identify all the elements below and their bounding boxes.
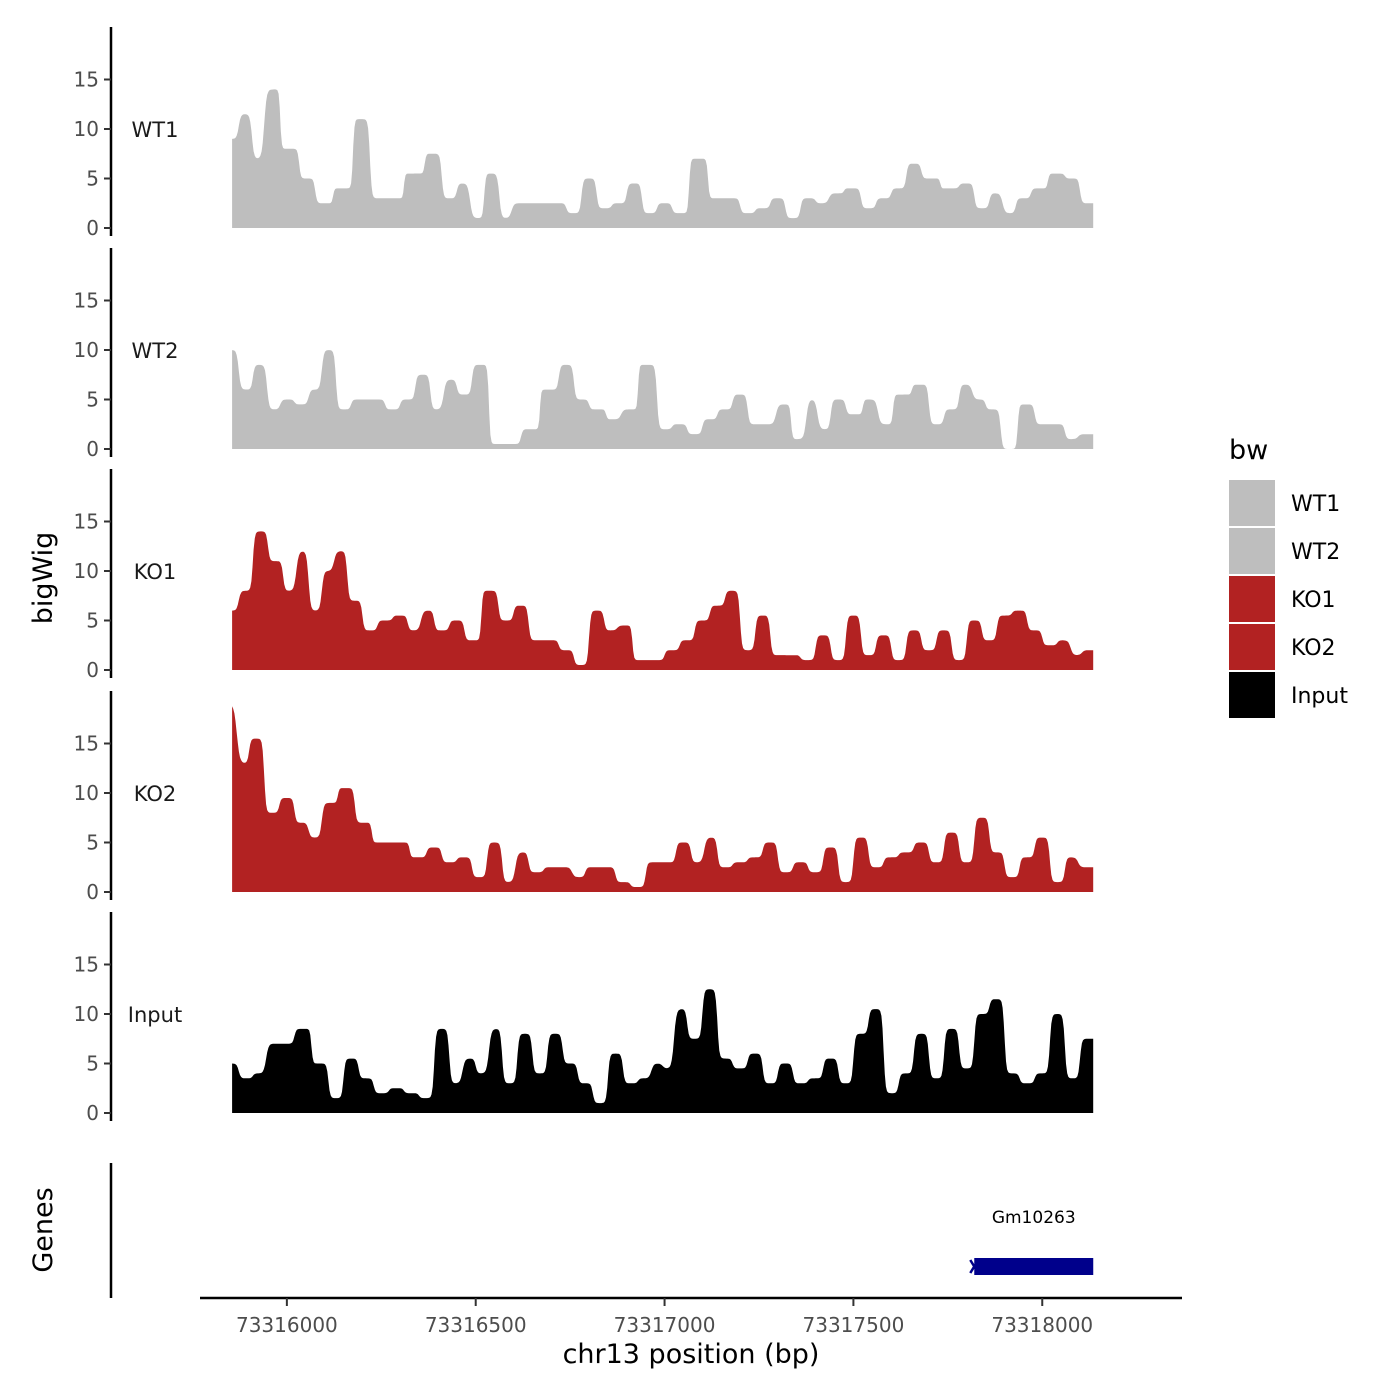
- legend-swatch-input: [1229, 672, 1275, 718]
- y-tick-label: 15: [74, 68, 99, 92]
- x-tick-label: 73317000: [614, 1313, 716, 1337]
- track-label: WT1: [132, 118, 179, 142]
- coverage-area-input: [232, 989, 1094, 1113]
- track-label: Input: [128, 1003, 182, 1027]
- y-tick-label: 10: [74, 559, 99, 583]
- gene-body: [974, 1258, 1094, 1275]
- y-tick-label: 0: [86, 880, 99, 904]
- track-ko1: 0 5 10 15 KO1: [74, 469, 1094, 682]
- y-tick-label: 0: [86, 437, 99, 461]
- x-axis-title: chr13 position (bp): [563, 1339, 820, 1370]
- y-tick-label: 5: [86, 388, 99, 412]
- track-wt1: 0 5 10 15 WT1: [74, 27, 1094, 240]
- legend-entries: WT1 WT2 KO1 KO2 Input: [1229, 480, 1348, 718]
- y-tick-label: 15: [74, 510, 99, 534]
- legend-swatch-ko2: [1229, 624, 1275, 670]
- y-tick-label: 0: [86, 1101, 99, 1125]
- track-label: KO1: [134, 560, 177, 584]
- x-tick-label: 73318000: [991, 1313, 1093, 1337]
- legend-title: bw: [1229, 435, 1268, 466]
- y-axis-title: bigWig: [28, 532, 59, 625]
- y-tick-label: 15: [74, 289, 99, 313]
- legend-label-wt1: WT1: [1291, 492, 1340, 517]
- track-input: 0 5 10 15 Input: [74, 912, 1094, 1125]
- x-tick-label: 73316500: [425, 1313, 527, 1337]
- x-axis: 73316000 73316500 73317000 73317500 73318000: [200, 1296, 1182, 1337]
- y-tick-label: 10: [74, 338, 99, 362]
- legend-label-ko2: KO2: [1291, 636, 1336, 661]
- coverage-area-wt2: [232, 350, 1094, 449]
- coverage-area-ko2: [232, 706, 1094, 892]
- y-tick-label: 10: [74, 117, 99, 141]
- legend-swatch-wt1: [1229, 480, 1275, 526]
- legend-swatch-wt2: [1229, 528, 1275, 574]
- genes-axis-title: Genes: [28, 1187, 59, 1272]
- gene-name-label: Gm10263: [992, 1208, 1076, 1228]
- y-tick-label: 5: [86, 167, 99, 191]
- y-tick-label: 5: [86, 609, 99, 633]
- y-tick-label: 15: [74, 732, 99, 756]
- x-tick-label: 73317500: [803, 1313, 905, 1337]
- y-tick-label: 0: [86, 658, 99, 682]
- y-tick-label: 5: [86, 831, 99, 855]
- y-tick-label: 5: [86, 1052, 99, 1076]
- x-tick-label: 73316000: [236, 1313, 338, 1337]
- genes-track: Gm10263: [109, 1163, 1094, 1298]
- legend-label-wt2: WT2: [1291, 540, 1340, 565]
- gene-feature: Gm10263: [969, 1208, 1094, 1275]
- legend: bw WT1 WT2 KO1 KO2 Input: [1229, 435, 1348, 718]
- x-axis-ticks: 73316000 73316500 73317000 73317500 73318000: [236, 1298, 1093, 1337]
- legend-swatch-ko1: [1229, 576, 1275, 622]
- y-tick-label: 10: [74, 1002, 99, 1026]
- legend-label-ko1: KO1: [1291, 588, 1336, 613]
- track-label: KO2: [134, 782, 177, 806]
- track-wt2: 0 5 10 15 WT2: [74, 248, 1094, 461]
- y-tick-label: 0: [86, 216, 99, 240]
- track-ko2: 0 5 10 15 KO2: [74, 691, 1094, 904]
- coverage-area-ko1: [232, 531, 1094, 670]
- y-tick-label: 10: [74, 781, 99, 805]
- gene-strand-marker: [969, 1259, 980, 1274]
- legend-label-input: Input: [1291, 684, 1348, 709]
- coverage-tracks: 0 5 10 15 WT1 0 5 10 15 WT2 0 5 10 15 KO1 0 5 10 15 KO2 0 5 10…: [74, 27, 1094, 1125]
- y-tick-label: 15: [74, 953, 99, 977]
- track-label: WT2: [132, 339, 179, 363]
- coverage-area-wt1: [232, 89, 1094, 229]
